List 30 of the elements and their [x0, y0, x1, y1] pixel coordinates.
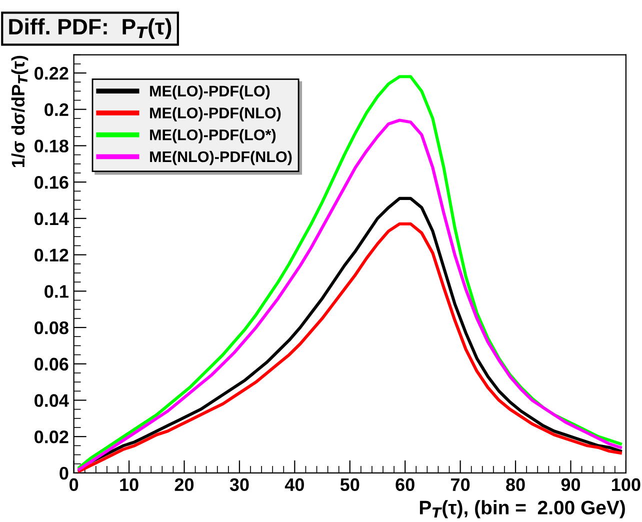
y-tick-label: 0.14 [34, 212, 69, 226]
x-tick-label: 10 [120, 478, 138, 492]
y-tick-label: 0.02 [34, 430, 68, 444]
y-tick-label: 0.22 [34, 66, 68, 80]
y-tick-label: 0.16 [34, 176, 68, 189]
y-tick-label: 0.2 [44, 103, 68, 116]
x-tick-label: 0 [70, 478, 78, 492]
y-tick-label: 0.04 [34, 394, 69, 407]
legend-label: ME(NLO)-PDF(NLO) [150, 150, 292, 166]
x-tick-label: 100 [612, 478, 640, 492]
legend-label: ME(LO)-PDF(NLO) [150, 107, 281, 122]
y-tick-label: 0.12 [34, 248, 68, 262]
x-tick-label: 80 [506, 478, 525, 492]
y-tick-label: 0.1 [44, 285, 68, 298]
x-tick-label: 50 [340, 478, 360, 492]
x-axis-title: P$_{T}$(τ), (bin = 2.00 GeV) [420, 500, 625, 518]
x-tick-label: 60 [396, 478, 414, 492]
x-tick-label: 70 [451, 478, 470, 492]
x-tick-label: 90 [561, 478, 580, 492]
x-tick-label: 40 [284, 478, 304, 492]
x-tick-label: 20 [174, 478, 194, 492]
y-tick-label: 0 [60, 466, 68, 480]
y-tick-label: 0.06 [34, 358, 68, 371]
y-tick-label: 0.08 [34, 321, 68, 334]
legend-label: ME(LO)-PDF(LO*) [150, 129, 276, 144]
legend-label: ME(LO)-PDF(LO) [150, 85, 270, 100]
y-tick-label: 0.18 [34, 140, 68, 152]
chart-title: Diff. PDF: P$_{T}$(τ) [9, 18, 172, 39]
y-axis-title: 1/σ dσ/dP$_{T}$(τ) [11, 56, 28, 168]
x-tick-label: 30 [230, 478, 249, 492]
